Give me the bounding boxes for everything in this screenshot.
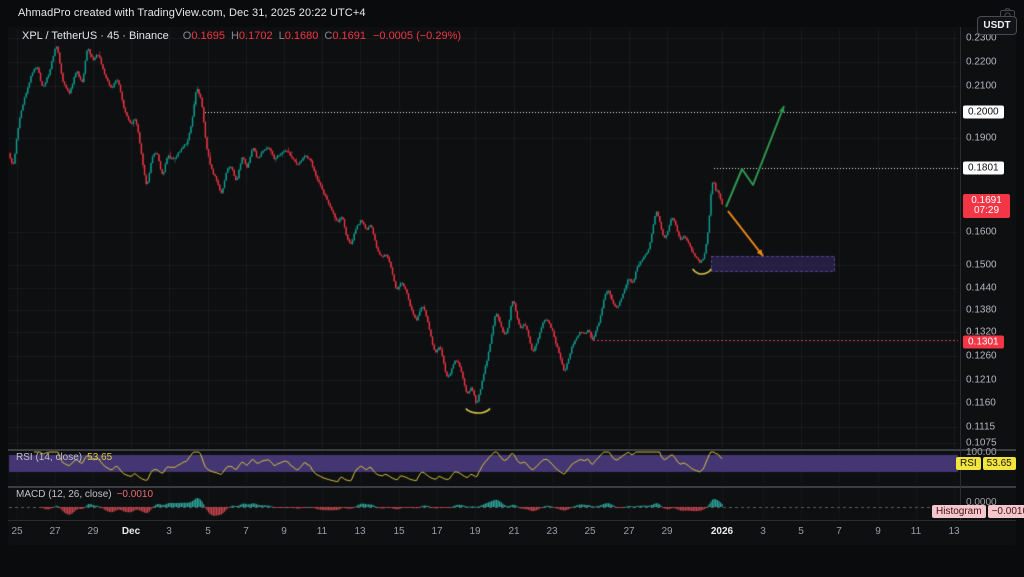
price-axis-label: 0.1160 xyxy=(966,397,996,409)
macd-axis-badges: Histogram −0.0010 xyxy=(932,505,1024,518)
attribution-text: AhmadPro created with TradingView.com, D… xyxy=(18,7,366,19)
rsi-axis-badges: RSI 53.65 xyxy=(956,457,1016,470)
change-value: −0.0005 (−0.29%) xyxy=(372,30,462,42)
symbol-title[interactable]: XPL / TetherUS · 45 · Binance xyxy=(22,30,169,42)
time-tick-label: Dec xyxy=(121,526,141,537)
time-tick-label: 9 xyxy=(875,526,881,537)
time-tick-label: 27 xyxy=(49,526,61,537)
rsi-badge: RSI xyxy=(956,457,981,470)
high-label: H xyxy=(230,30,239,42)
time-tick-label: 5 xyxy=(205,526,211,537)
open-label: O xyxy=(182,30,192,42)
time-tick-label: 7 xyxy=(836,526,842,537)
time-tick-label: 27 xyxy=(623,526,635,537)
time-tick-label: 23 xyxy=(546,526,558,537)
current-price-label: 0.1691 07:29 xyxy=(963,194,1010,218)
macd-value: −0.0010 xyxy=(116,489,154,500)
rsi-badge-value: 53.65 xyxy=(982,457,1016,470)
rsi-title-text: RSI (14, close) xyxy=(16,452,83,463)
time-tick-label: 29 xyxy=(87,526,99,537)
symbol-info-row: XPL / TetherUS · 45 · Binance O0.1695 H0.1… xyxy=(22,30,461,42)
time-tick-label: 17 xyxy=(431,526,443,537)
price-axis-label: 0.2100 xyxy=(966,80,997,92)
macd-indicator-title[interactable]: MACD (12, 26, close) −0.0010 xyxy=(16,489,153,500)
currency-toggle-button[interactable]: USDT xyxy=(977,16,1017,35)
price-axis-label: 0.2300 xyxy=(966,32,997,44)
time-tick-label: 9 xyxy=(281,526,287,537)
time-tick-label: 5 xyxy=(798,526,804,537)
rsi-value: 53.65 xyxy=(87,452,113,463)
high-value: 0.1702 xyxy=(238,30,273,42)
close-label: C xyxy=(324,30,333,42)
header-bar: AhmadPro created with TradingView.com, D… xyxy=(0,0,1024,27)
price-axis-label: 0.1380 xyxy=(966,304,997,316)
rsi-indicator-title[interactable]: RSI (14, close) 53.65 xyxy=(16,452,112,463)
current-price-value: 0.1691 xyxy=(971,195,1002,206)
open-value: 0.1695 xyxy=(191,30,225,42)
pane-separator-rsi[interactable] xyxy=(8,449,1016,451)
time-tick-label: 13 xyxy=(354,526,366,537)
time-tick-label: 3 xyxy=(760,526,766,537)
time-tick-label: 11 xyxy=(316,526,328,537)
macd-title-text: MACD (12, 26, close) xyxy=(16,489,112,500)
price-axis-label: 0.1260 xyxy=(966,350,997,362)
time-tick-label: 19 xyxy=(469,526,481,537)
time-tick-label: 15 xyxy=(393,526,405,537)
price-axis-label: 0.1500 xyxy=(966,259,997,271)
price-axis-label: 0.2000 xyxy=(963,105,1004,119)
price-axis-label: 0.1320 xyxy=(966,326,997,338)
price-axis-label: 0.2200 xyxy=(966,56,997,68)
histogram-badge-value: −0.0010 xyxy=(987,505,1024,518)
low-value: 0.1680 xyxy=(284,30,319,42)
price-axis-label: 0.1075 xyxy=(966,437,997,449)
low-label: L xyxy=(278,30,285,42)
ohlc-values: O0.1695 H0.1702 L0.1680 C0.1691 xyxy=(177,30,366,42)
price-axis-label: 0.1801 xyxy=(963,161,1004,175)
price-axis-label: 0.1115 xyxy=(966,421,996,433)
time-tick-label: 25 xyxy=(584,526,596,537)
time-tick-label: 11 xyxy=(910,526,922,537)
time-tick-label: 29 xyxy=(661,526,673,537)
time-axis-border xyxy=(8,520,1016,521)
time-tick-label: 7 xyxy=(243,526,249,537)
macd-zero-label: 0.0000 xyxy=(966,497,997,508)
price-axis-border xyxy=(960,27,961,520)
histogram-badge: Histogram xyxy=(932,505,986,518)
price-axis-label: 0.1900 xyxy=(966,132,997,144)
footer-bar: TradingView xyxy=(0,545,1024,577)
pane-separator-macd[interactable] xyxy=(8,486,1016,488)
price-axis-label: 0.1600 xyxy=(966,226,997,238)
time-tick-label: 25 xyxy=(11,526,23,537)
close-value: 0.1691 xyxy=(332,30,366,42)
time-tick-label: 2026 xyxy=(710,526,734,537)
candle-countdown: 07:29 xyxy=(973,205,1000,216)
price-axis-label: 0.1440 xyxy=(966,282,997,294)
price-axis-label: 0.1210 xyxy=(966,374,997,386)
time-tick-label: 21 xyxy=(508,526,520,537)
rsi-scale-top-label: 100.00 xyxy=(966,447,997,458)
time-tick-label: 3 xyxy=(166,526,172,537)
price-axis-label: 0.1301 xyxy=(963,335,1004,349)
time-tick-label: 13 xyxy=(948,526,960,537)
